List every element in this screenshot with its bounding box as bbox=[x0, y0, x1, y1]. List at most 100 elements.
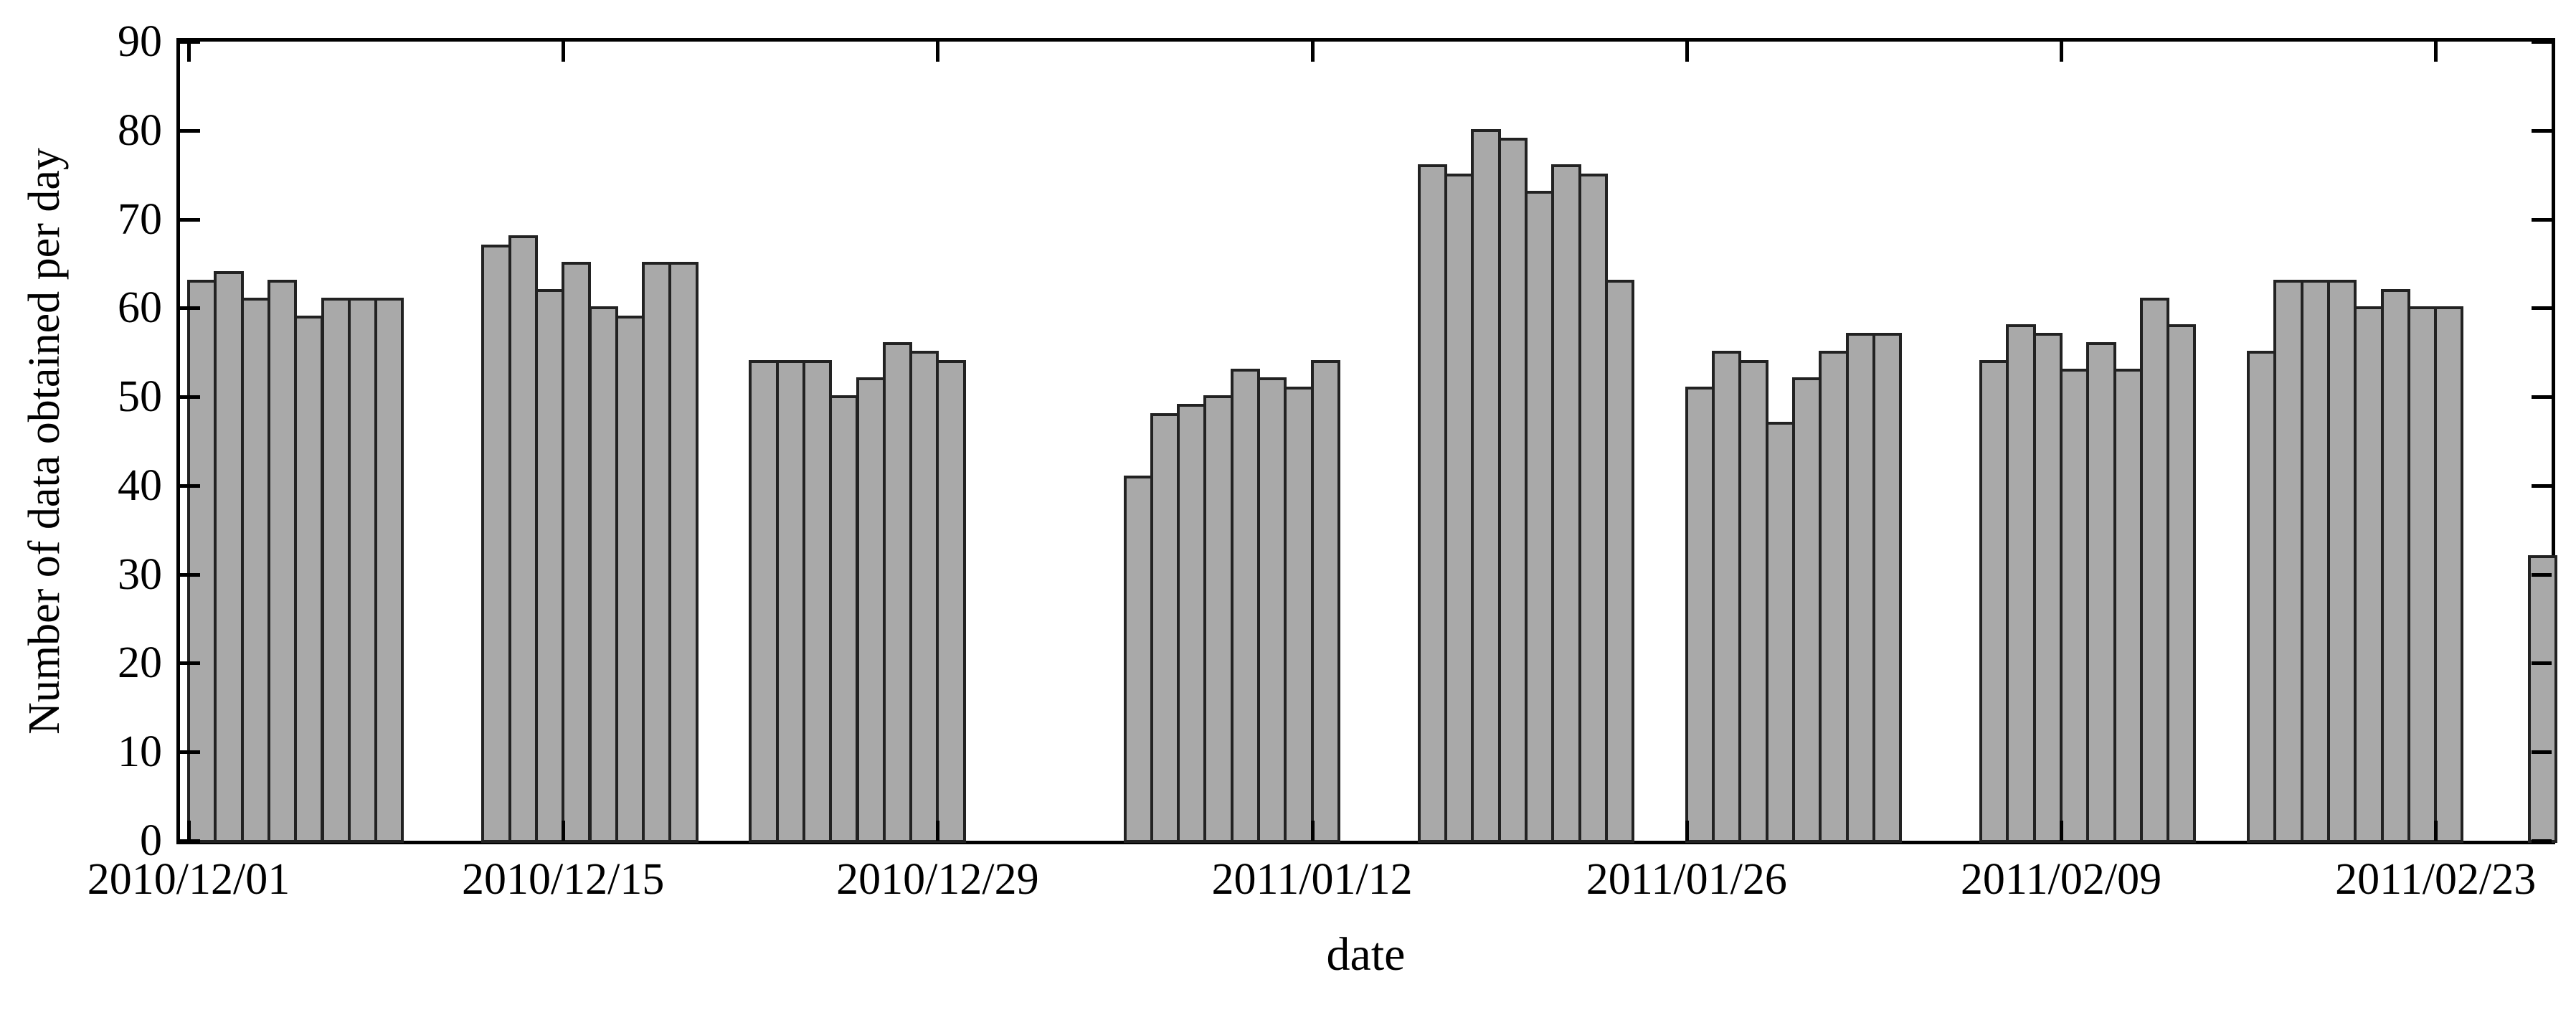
bar bbox=[2527, 554, 2558, 843]
bar bbox=[1284, 386, 1314, 843]
x-tick-label: 2010/12/01 bbox=[87, 855, 290, 904]
bar bbox=[856, 377, 886, 843]
tick-mark bbox=[562, 42, 566, 62]
bar bbox=[1819, 351, 1849, 843]
bar bbox=[187, 280, 217, 843]
tick-mark bbox=[2532, 395, 2552, 400]
bar bbox=[321, 297, 351, 843]
tick-mark bbox=[180, 572, 200, 577]
bar bbox=[267, 280, 298, 843]
tick-mark bbox=[180, 395, 200, 400]
bar bbox=[562, 262, 592, 843]
y-tick-label: 40 bbox=[118, 461, 162, 510]
tick-mark bbox=[562, 821, 566, 841]
plot-frame bbox=[176, 38, 2555, 844]
bar bbox=[1417, 164, 1448, 843]
y-tick-label: 10 bbox=[118, 727, 162, 777]
tick-mark bbox=[2532, 750, 2552, 755]
tick-mark bbox=[187, 42, 191, 62]
bar bbox=[2167, 324, 2197, 843]
tick-mark bbox=[936, 821, 940, 841]
tick-mark bbox=[180, 661, 200, 666]
tick-mark bbox=[2532, 661, 2552, 666]
bar bbox=[1604, 280, 1635, 843]
bar bbox=[347, 297, 378, 843]
bar bbox=[2247, 351, 2277, 843]
y-tick-label: 60 bbox=[118, 283, 162, 333]
tick-mark bbox=[2060, 821, 2063, 841]
y-tick-label: 0 bbox=[140, 816, 162, 865]
tick-mark bbox=[180, 217, 200, 222]
tick-mark bbox=[2532, 128, 2552, 133]
bar bbox=[294, 315, 324, 843]
y-tick-label: 70 bbox=[118, 194, 162, 244]
tick-mark bbox=[180, 839, 200, 843]
tick-mark bbox=[187, 821, 191, 841]
x-tick-label: 2011/01/26 bbox=[1586, 855, 1787, 904]
tick-mark bbox=[1685, 42, 1689, 62]
bar bbox=[1872, 333, 1903, 843]
bar bbox=[1497, 138, 1528, 843]
bar bbox=[1177, 404, 1207, 843]
tick-mark bbox=[2434, 821, 2438, 841]
bar bbox=[1310, 359, 1340, 843]
bar bbox=[1712, 351, 1742, 843]
tick-mark bbox=[2532, 306, 2552, 311]
bar bbox=[2407, 306, 2438, 843]
bar bbox=[829, 395, 859, 843]
tick-mark bbox=[2532, 572, 2552, 577]
bar bbox=[909, 351, 939, 843]
bar bbox=[240, 297, 270, 843]
bar bbox=[1738, 359, 1768, 843]
tick-mark bbox=[1310, 42, 1315, 62]
bar bbox=[2060, 368, 2090, 843]
x-tick-label: 2010/12/29 bbox=[836, 855, 1039, 904]
tick-mark bbox=[2434, 42, 2438, 62]
tick-mark bbox=[2532, 40, 2552, 44]
bar bbox=[374, 297, 404, 843]
x-tick-label: 2011/02/23 bbox=[2335, 855, 2537, 904]
bar bbox=[1471, 128, 1501, 843]
bar bbox=[588, 306, 618, 843]
bar bbox=[775, 359, 805, 843]
x-tick-label: 2011/02/09 bbox=[1960, 855, 2162, 904]
y-tick-label: 20 bbox=[118, 638, 162, 688]
y-tick-label: 80 bbox=[118, 105, 162, 155]
bar bbox=[1123, 475, 1153, 843]
bar bbox=[1444, 173, 1474, 843]
bar bbox=[1525, 191, 1555, 843]
bar bbox=[1845, 333, 1875, 843]
y-axis-title: Number of data obtained per day bbox=[20, 148, 69, 735]
x-tick-label: 2010/12/15 bbox=[461, 855, 665, 904]
bar bbox=[2380, 288, 2410, 843]
bar bbox=[1150, 412, 1180, 843]
x-axis-title: date bbox=[1326, 928, 1406, 981]
tick-mark bbox=[2532, 839, 2552, 843]
y-tick-label: 30 bbox=[118, 549, 162, 599]
tick-mark bbox=[1310, 821, 1315, 841]
bar bbox=[615, 315, 645, 843]
bar bbox=[2300, 280, 2330, 843]
bar bbox=[2086, 341, 2116, 843]
tick-mark bbox=[2532, 217, 2552, 222]
bar bbox=[214, 270, 244, 843]
bar bbox=[668, 262, 699, 843]
bar bbox=[1792, 377, 1822, 843]
tick-mark bbox=[180, 750, 200, 755]
bar bbox=[802, 359, 833, 843]
bar bbox=[1685, 386, 1715, 843]
bar bbox=[2434, 306, 2464, 843]
bar bbox=[1203, 395, 1233, 843]
bar bbox=[642, 262, 672, 843]
tick-mark bbox=[936, 42, 940, 62]
tick-mark bbox=[180, 483, 200, 488]
tick-mark bbox=[180, 128, 200, 133]
tick-mark bbox=[1685, 821, 1689, 841]
x-tick-label: 2011/01/12 bbox=[1211, 855, 1413, 904]
bar bbox=[1979, 359, 2009, 843]
bar bbox=[2006, 324, 2036, 843]
bar bbox=[2113, 368, 2143, 843]
bar bbox=[1230, 368, 1260, 843]
bar bbox=[1765, 422, 1795, 843]
